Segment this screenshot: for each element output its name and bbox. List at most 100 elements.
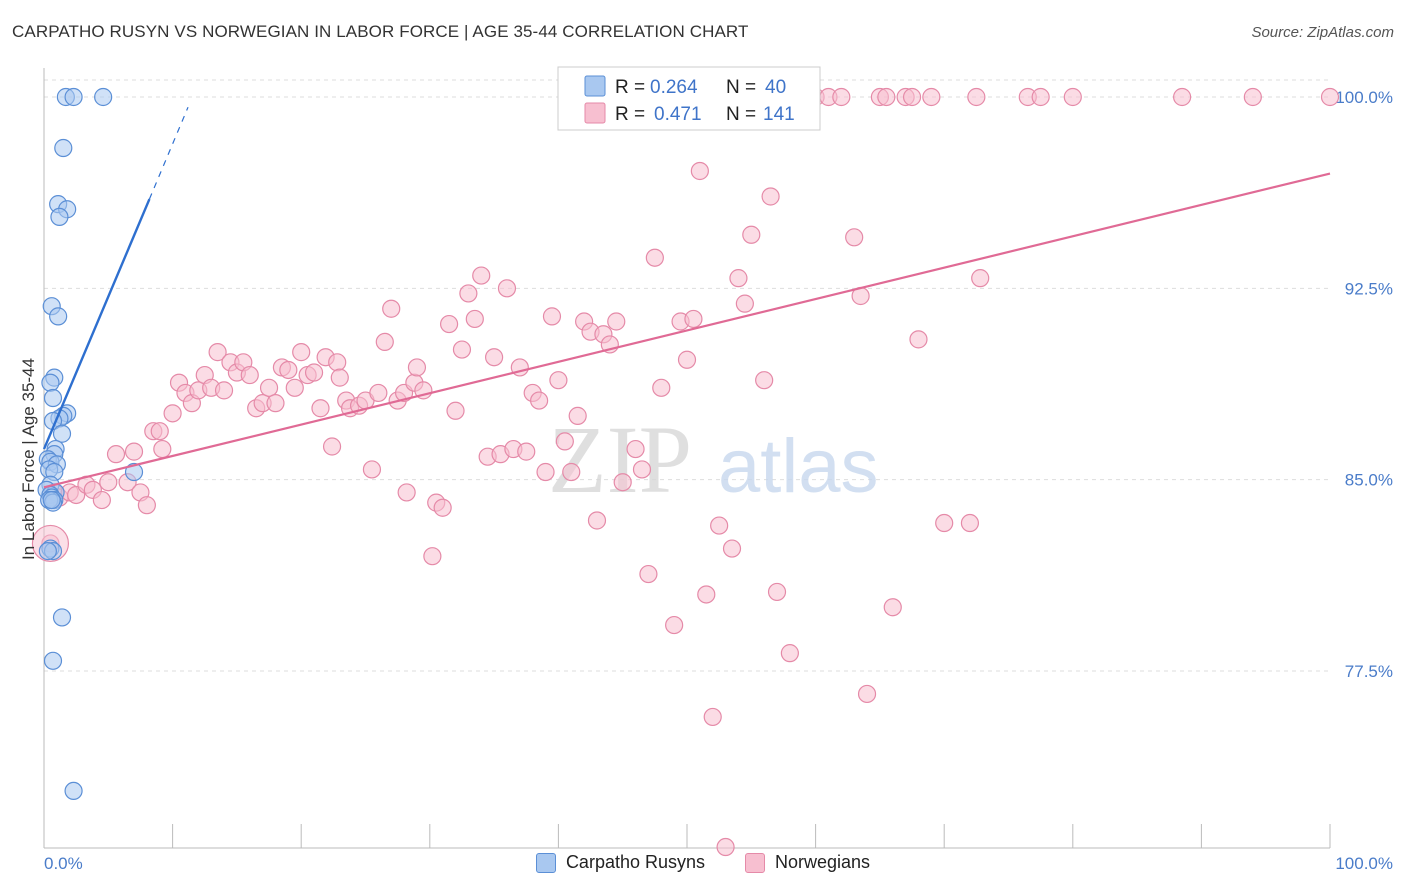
norwegians-point — [587, 511, 607, 530]
norwegians-point — [1243, 87, 1262, 107]
norwegians-point — [137, 496, 156, 515]
norwegians-point — [439, 314, 459, 334]
norwegians-point — [922, 87, 941, 107]
norwegians-point — [877, 87, 896, 107]
x-tick-label: 0.0% — [44, 854, 83, 873]
legend-n-label-1: N = — [726, 77, 756, 98]
carpatho-rusyns-point — [50, 207, 69, 227]
norwegians-point — [485, 348, 504, 367]
carpatho-rusyns-point — [42, 490, 61, 510]
norwegians-point — [153, 439, 172, 459]
watermark-atlas: atlas — [718, 424, 879, 509]
norwegians-point — [845, 228, 864, 247]
carpatho-rusyns-trend-line — [42, 198, 151, 450]
carpatho-rusyns-point — [38, 541, 57, 561]
norwegians-point — [722, 539, 742, 558]
norwegians-point — [555, 432, 574, 451]
norwegians-point — [735, 294, 754, 313]
norwegians-point — [542, 307, 562, 326]
norwegians-point — [1320, 87, 1340, 107]
norwegians-point — [259, 378, 279, 397]
norwegians-point — [883, 598, 902, 617]
legend-n-value-2: 141 — [763, 104, 795, 125]
norwegians-point — [465, 309, 484, 329]
norwegians-point — [397, 483, 416, 502]
y-tick-label: 85.0% — [1345, 471, 1393, 490]
y-tick-label: 77.5% — [1345, 662, 1393, 681]
bottom-legend-item-carpatho: Carpatho Rusyns — [535, 852, 706, 873]
carpatho-rusyns-point — [43, 651, 63, 670]
norwegians-point — [703, 707, 722, 727]
norwegians-point — [690, 161, 709, 181]
norwegians-point — [497, 279, 517, 298]
norwegians-point — [517, 442, 536, 461]
norwegians-point — [960, 513, 980, 533]
norwegians-point — [568, 406, 587, 425]
carpatho-rusyns-point — [41, 373, 60, 392]
norwegians-point — [311, 399, 330, 418]
norwegians-point — [902, 87, 922, 107]
norwegians-point — [761, 187, 780, 206]
trend-lines — [42, 106, 1331, 489]
norwegians-point — [433, 498, 452, 517]
norwegians-point — [214, 381, 234, 400]
norwegians-point — [607, 312, 626, 331]
norwegians-point — [163, 404, 182, 423]
norwegians-point — [446, 401, 465, 420]
norwegians-point — [716, 837, 735, 857]
legend-swatch-pink — [584, 102, 606, 124]
carpatho-rusyns-point — [52, 424, 72, 443]
norwegians-point — [279, 360, 298, 380]
norwegians-point — [452, 340, 472, 359]
watermark: ZIP atlas — [548, 406, 879, 513]
norwegians-point — [755, 371, 774, 390]
y-axis-title: In Labor Force | Age 35-44 — [19, 358, 38, 560]
norwegians-point — [632, 460, 652, 479]
norwegians-point — [407, 358, 427, 377]
carpatho-rusyns-point — [64, 87, 83, 107]
norwegians-point — [665, 615, 684, 635]
norwegians-point — [375, 332, 394, 352]
legend-r-label-1: R = — [615, 77, 645, 98]
norwegians-point — [99, 473, 118, 492]
norwegians-point — [459, 284, 478, 303]
norwegians-point — [285, 378, 304, 397]
norwegians-point — [382, 299, 401, 318]
norwegians-point — [684, 309, 703, 329]
norwegians-point — [472, 266, 491, 285]
norwegians-point — [1063, 87, 1082, 107]
bottom-legend-label-carpatho: Carpatho Rusyns — [565, 852, 706, 872]
norwegians-point — [639, 564, 658, 584]
carpatho-rusyns-point — [52, 608, 72, 627]
norwegians-point — [857, 684, 877, 704]
norwegians-point — [780, 644, 799, 663]
norwegians-point — [710, 516, 729, 535]
norwegians-point — [362, 460, 382, 479]
norwegians-point — [742, 225, 761, 244]
norwegians-point — [328, 353, 347, 372]
chart-title: CARPATHO RUSYN VS NORWEGIAN IN LABOR FOR… — [12, 22, 749, 41]
carpatho-rusyns-point — [94, 87, 113, 107]
norwegians-point — [626, 439, 645, 459]
norwegians-point — [967, 87, 986, 107]
norwegians-point — [423, 547, 442, 566]
legend-n-label-2: N = — [726, 104, 756, 125]
norwegians-point — [613, 473, 632, 492]
carpatho-rusyns-point — [43, 388, 63, 408]
norwegians-point — [909, 330, 928, 349]
norwegians-point — [697, 585, 716, 604]
legend-box: R = 0.264 N = 40 R = 0.471 N = 141 — [557, 66, 821, 131]
norwegians-point — [150, 422, 169, 441]
norwegians-point — [1031, 87, 1050, 107]
carpatho-rusyns-points — [37, 87, 144, 801]
carpatho-rusyns-point — [64, 781, 83, 801]
bottom-legend-swatch-blue — [535, 852, 556, 873]
carpatho-rusyns-point — [54, 138, 73, 158]
norwegians-point — [92, 490, 111, 510]
norwegians-point — [536, 462, 555, 482]
bottom-legend-swatch-pink — [745, 852, 766, 873]
legend-swatch-blue — [584, 75, 606, 97]
norwegians-point — [1173, 87, 1192, 107]
norwegians-point — [652, 378, 671, 397]
